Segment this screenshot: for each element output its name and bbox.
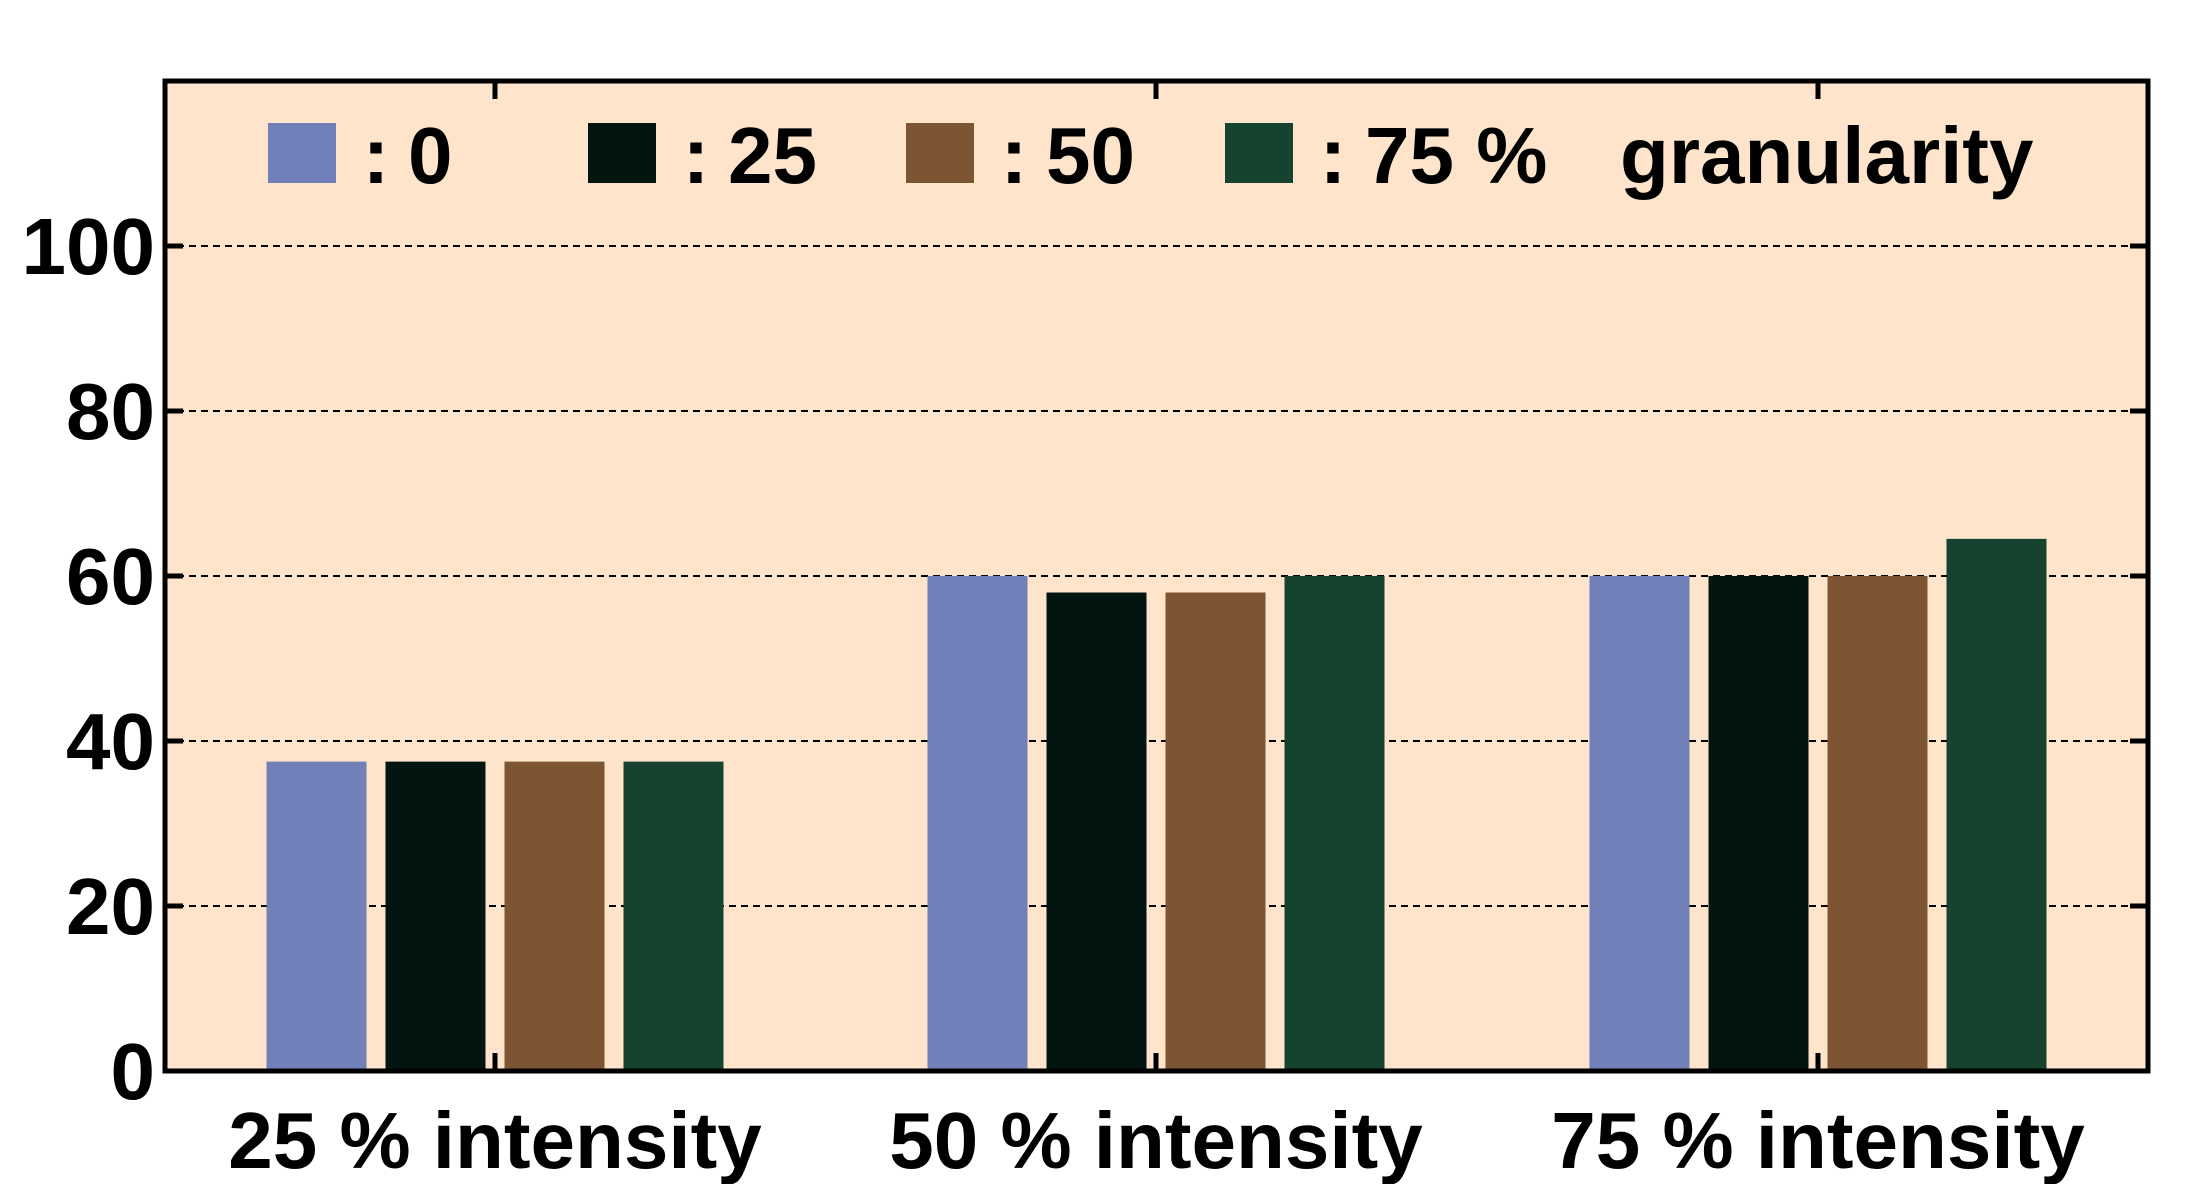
legend-suffix: granularity [1620,111,2034,200]
legend-label-1: 25 [728,111,817,200]
legend: :0:25:50:75 % granularity [268,111,2034,200]
x-tick-label: 75 % intensity [1551,1096,2085,1184]
bar-0-1 [385,761,486,1071]
legend-label-3: 75 % [1365,111,1547,200]
x-tick-label: 50 % intensity [889,1096,1423,1184]
y-tick-label: 40 [66,697,155,786]
legend-swatch-1 [588,123,656,183]
bar-1-1 [1046,592,1147,1071]
bar-2-2 [1827,576,1928,1071]
y-tick-label: 80 [66,367,155,456]
legend-swatch-2 [906,123,974,183]
bar-1-2 [1165,592,1266,1071]
legend-label-2: 50 [1046,111,1135,200]
legend-swatch-0 [268,123,336,183]
bar-2-0 [1589,576,1690,1071]
bar-2-3 [1946,538,2047,1071]
legend-separator: : [683,111,710,200]
gridlines [165,245,2148,907]
x-tick-label: 25 % intensity [228,1096,762,1184]
y-tick-label: 0 [111,1027,156,1116]
legend-separator: : [363,111,390,200]
bar-2-1 [1708,576,1809,1071]
bar-0-0 [266,761,367,1071]
bar-1-0 [927,576,1028,1071]
y-tick-label: 60 [66,532,155,621]
bar-0-3 [623,761,724,1071]
bars [266,538,2047,1071]
bar-1-3 [1284,576,1385,1071]
y-tick-label: 100 [22,202,155,291]
bar-0-2 [504,761,605,1071]
legend-swatch-3 [1225,123,1293,183]
y-tick-label: 20 [66,862,155,951]
ticks [165,81,2148,1074]
x-tick-labels: 25 % intensity 50 % intensity 75 % intensi… [228,1096,2085,1185]
y-tick-labels: 0 20 40 60 80 100 [22,202,155,1116]
legend-separator: : [1320,111,1347,200]
legend-separator: : [1001,111,1028,200]
legend-label-0: 0 [408,111,453,200]
